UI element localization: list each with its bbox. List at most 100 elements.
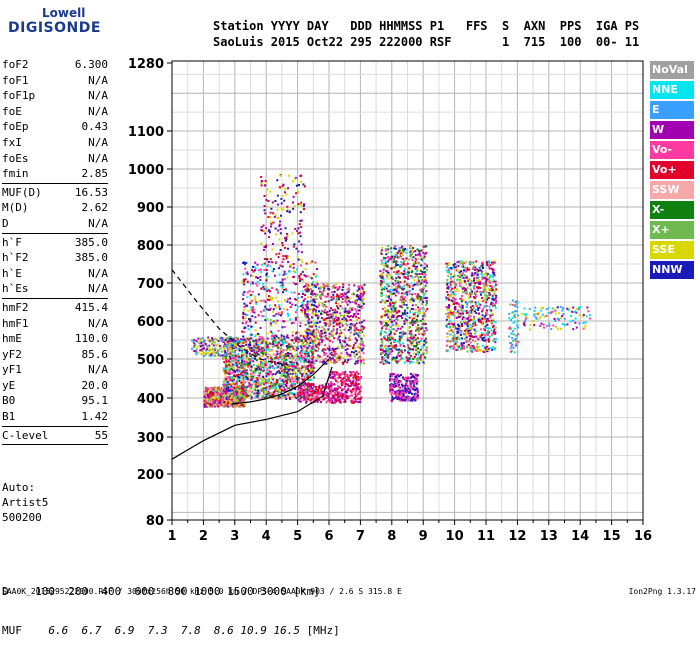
echo-point [308,322,310,324]
echo-point [241,362,243,364]
echo-point [228,376,230,378]
echo-point [340,352,342,354]
echo-point [280,344,282,346]
echo-point [360,360,362,362]
echo-point [281,397,283,399]
echo-point [411,375,413,377]
echo-point [296,354,298,356]
echo-point [269,265,271,267]
echo-point [248,328,250,330]
echo-point [346,395,348,397]
echo-point [387,245,389,247]
echo-point [296,248,298,250]
echo-point [313,304,315,306]
echo-point [244,339,246,341]
echo-point [359,377,361,379]
echo-point [361,307,363,309]
echo-point [238,396,240,398]
echo-point [300,181,302,183]
echo-point [320,401,322,403]
echo-point [243,357,245,359]
echo-point [248,344,250,346]
echo-point [200,340,202,342]
echo-point [295,340,297,342]
echo-point [415,309,417,311]
echo-point [261,338,263,340]
echo-point [256,285,258,287]
echo-point [267,216,269,218]
echo-point [265,364,267,366]
echo-point [278,330,280,332]
echo-point [274,339,276,341]
echo-point [230,385,232,387]
echo-point [290,392,292,394]
echo-point [259,279,261,281]
echo-point [414,389,416,391]
echo-point [399,332,401,334]
echo-point [255,283,257,285]
echo-point [357,313,359,315]
echo-point [256,365,258,367]
echo-point [335,374,337,376]
echo-point [362,348,364,350]
echo-point [272,367,274,369]
echo-point [412,383,414,385]
echo-point [224,401,226,403]
echo-point [271,394,273,396]
echo-point [313,362,315,364]
echo-point [277,353,279,355]
echo-point [275,313,277,315]
echo-point [241,359,243,361]
echo-point [301,389,303,391]
echo-point [361,285,363,287]
echo-point [303,205,305,207]
echo-point [332,309,334,311]
echo-point [291,304,293,306]
echo-point [342,395,344,397]
echo-point [297,357,299,359]
echo-point [286,301,288,303]
echo-point [313,273,315,275]
echo-point [426,300,428,302]
echo-point [334,378,336,380]
echo-point [219,345,221,347]
echo-point [255,389,257,391]
echo-point [405,388,407,390]
echo-point [283,200,285,202]
echo-point [224,363,226,365]
echo-point [310,321,312,323]
echo-point [277,204,279,206]
echo-point [264,263,266,265]
echo-point [307,392,309,394]
echo-point [209,388,211,390]
echo-point [251,334,253,336]
echo-point [304,350,306,352]
echo-point [311,369,313,371]
echo-point [277,357,279,359]
echo-point [289,357,291,359]
echo-point [311,316,313,318]
echo-point [284,394,286,396]
echo-point [343,341,345,343]
echo-point [247,373,249,375]
echo-point [286,277,288,279]
echo-point [284,326,286,328]
echo-point [333,337,335,339]
echo-point [296,381,298,383]
echo-point [346,361,348,363]
echo-point [325,358,327,360]
echo-point [357,290,359,292]
echo-point [359,343,361,345]
echo-point [305,402,307,404]
echo-point [284,370,286,372]
echo-point [316,306,318,308]
echo-point [412,387,414,389]
echo-point [317,391,319,393]
echo-point [256,392,258,394]
echo-point [267,332,269,334]
echo-point [327,323,329,325]
echo-point [282,255,284,257]
echo-point [317,347,319,349]
echo-point [193,346,195,348]
echo-point [345,337,347,339]
